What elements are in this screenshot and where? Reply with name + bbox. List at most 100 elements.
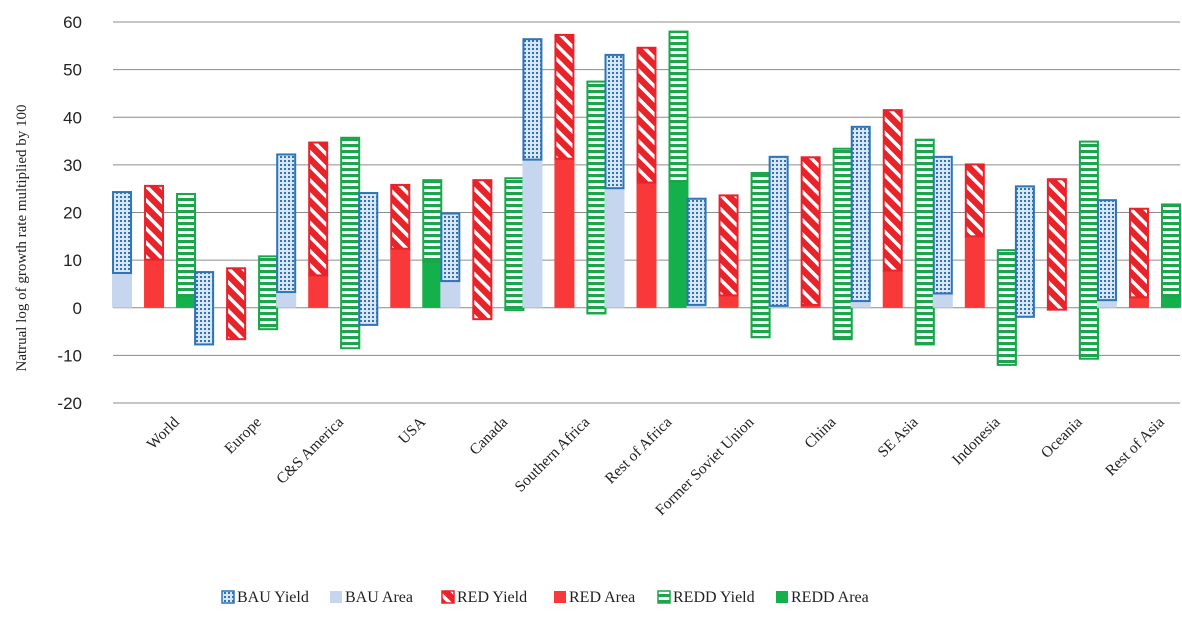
legend-swatch xyxy=(776,591,788,603)
y-tick-label: -20 xyxy=(57,394,82,413)
bar-red-yield xyxy=(1128,207,1149,299)
y-tick-label: 0 xyxy=(73,299,82,318)
bar-bau-area xyxy=(1096,300,1117,308)
bar-redd-area xyxy=(668,181,689,308)
bar-bau-yield xyxy=(1014,185,1035,318)
bar-red-yield xyxy=(718,194,739,297)
x-tick-label: Rest of Asia xyxy=(1102,414,1168,480)
bar-redd-yield xyxy=(176,192,197,297)
legend-item: RED Yield xyxy=(441,589,527,606)
x-tick-label: Oceania xyxy=(1038,414,1086,462)
bar-red-yield xyxy=(472,179,493,321)
legend-item: RED Area xyxy=(554,589,635,606)
x-tick-label: C&S America xyxy=(273,414,347,488)
bar-redd-yield xyxy=(586,80,607,315)
bar-bau-yield xyxy=(686,197,707,306)
bars xyxy=(112,30,1181,366)
bar-redd-yield xyxy=(340,136,361,350)
bar-red-area xyxy=(1128,297,1149,308)
legend-label: RED Area xyxy=(569,589,635,606)
bar-bau-area xyxy=(440,281,461,308)
bar-redd-yield xyxy=(750,172,771,339)
y-tick-label: 60 xyxy=(63,13,82,32)
bar-bau-area xyxy=(686,304,707,308)
bar-red-yield xyxy=(390,183,411,250)
legend-swatch xyxy=(657,590,671,604)
legend-swatch xyxy=(330,591,342,603)
bar-red-area xyxy=(554,158,575,308)
bar-red-yield xyxy=(1046,178,1067,311)
bar-red-area xyxy=(964,236,985,308)
bar-redd-yield xyxy=(668,30,689,183)
bar-bau-yield xyxy=(604,53,625,190)
x-tick-label: Canada xyxy=(466,414,511,459)
bar-bau-yield xyxy=(1096,199,1117,302)
legend-item: REDD Area xyxy=(776,589,869,606)
y-axis-label: Natrual log of growth rate multiplied by… xyxy=(14,104,30,371)
bar-redd-yield xyxy=(422,179,443,263)
x-tick-label: Southern Africa xyxy=(512,414,594,496)
legend-item: BAU Area xyxy=(330,589,413,606)
x-tick-label: Europe xyxy=(221,414,265,458)
bar-red-area xyxy=(800,304,821,308)
bar-red-yield xyxy=(964,163,985,238)
legend-label: RED Yield xyxy=(457,589,527,606)
bar-red-area xyxy=(390,248,411,308)
bar-redd-yield xyxy=(914,138,935,346)
legend-label: BAU Area xyxy=(345,589,413,606)
bar-bau-yield xyxy=(112,191,133,274)
legend-label: REDD Yield xyxy=(673,589,755,606)
y-tick-labels: -20 -10 0 10 20 30 40 50 60 xyxy=(57,13,82,413)
bar-bau-yield xyxy=(440,212,461,283)
y-tick-label: 40 xyxy=(63,108,82,127)
bar-bau-yield xyxy=(522,38,543,161)
y-tick-label: -10 xyxy=(57,346,82,365)
x-tick-label: Indonesia xyxy=(949,414,1004,469)
legend-swatch xyxy=(554,591,566,603)
bar-red-yield xyxy=(308,141,329,277)
y-tick-label: 10 xyxy=(63,251,82,270)
bar-redd-yield xyxy=(832,147,853,341)
bar-redd-area xyxy=(1160,296,1181,308)
bar-bau-yield xyxy=(932,155,953,295)
legend: BAU Yield BAU Area RED Yield RED Area REDD Y… xyxy=(221,589,869,606)
bar-red-yield xyxy=(554,33,575,160)
bar-bau-area xyxy=(276,292,297,308)
bar-redd-area xyxy=(422,261,443,308)
bar-bau-area xyxy=(522,159,543,308)
bar-bau-area xyxy=(604,188,625,308)
bar-bau-yield xyxy=(768,155,789,307)
y-tick-label: 30 xyxy=(63,156,82,175)
bar-red-yield xyxy=(800,156,821,306)
legend-label: BAU Yield xyxy=(237,589,309,606)
bar-red-area xyxy=(718,295,739,308)
bar-redd-yield xyxy=(996,249,1017,366)
bar-red-yield xyxy=(636,46,657,184)
bar-bau-yield xyxy=(194,271,215,346)
legend-item: BAU Yield xyxy=(221,589,309,606)
x-tick-label: SE Asia xyxy=(875,414,922,461)
legend-swatch xyxy=(441,590,455,604)
bar-redd-yield xyxy=(504,177,525,312)
legend-label: REDD Area xyxy=(791,589,869,606)
y-tick-label: 20 xyxy=(63,204,82,223)
bar-red-area xyxy=(636,182,657,308)
x-tick-labels: World Europe C&S America USA Canada Southern … xyxy=(144,413,1168,519)
x-tick-label: World xyxy=(144,414,183,453)
x-tick-label: USA xyxy=(395,413,430,448)
bar-bau-area xyxy=(112,272,133,308)
bar-redd-yield xyxy=(1078,140,1099,360)
bar-bau-area xyxy=(850,301,871,308)
bar-bau-area xyxy=(932,293,953,308)
bar-red-area xyxy=(308,275,329,308)
legend-swatch xyxy=(221,590,235,604)
bar-bau-yield xyxy=(358,192,379,326)
bar-red-area xyxy=(882,270,903,308)
bar-redd-yield xyxy=(1160,203,1181,298)
x-tick-label: Rest of Africa xyxy=(602,414,676,488)
legend-item: REDD Yield xyxy=(657,589,755,606)
bar-red-yield xyxy=(144,184,165,261)
y-tick-label: 50 xyxy=(63,61,82,80)
